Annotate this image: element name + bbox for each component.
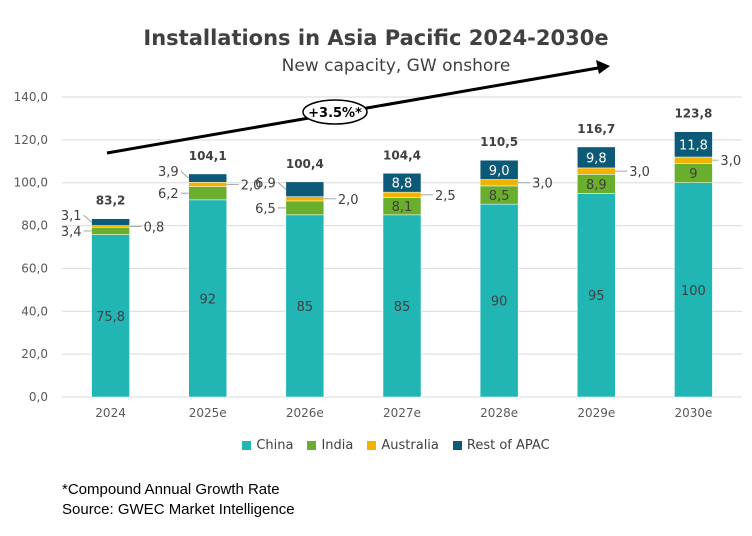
- x-tick-label: 2029e: [577, 406, 615, 420]
- legend-swatch: [307, 441, 317, 450]
- chart-subtitle: New capacity, GW onshore: [281, 56, 511, 76]
- data-label: 85: [297, 300, 314, 315]
- chart-title: Installations in Asia Pacific 2024-2030e: [143, 26, 609, 50]
- x-tick-label: 2027e: [383, 406, 421, 420]
- y-tick-label: 80,0: [21, 219, 48, 233]
- data-label: 6,2: [158, 187, 179, 202]
- total-label: 116,7: [577, 122, 615, 136]
- bar-australia: [285, 196, 325, 202]
- bar-china: [91, 234, 130, 398]
- legend-item-india: India: [307, 438, 353, 453]
- bar-india: [91, 227, 130, 235]
- cagr-footnote: *Compound Annual Growth Rate: [62, 481, 280, 498]
- y-tick-label: 140,0: [14, 90, 48, 104]
- data-label: 0,8: [144, 220, 165, 235]
- y-tick-label: 60,0: [21, 261, 48, 275]
- bar-rest-of-apac: [577, 146, 616, 169]
- cagr-label: +3.5%*: [308, 106, 362, 121]
- data-label: 3,1: [61, 209, 82, 224]
- data-label: 75,8: [96, 310, 125, 325]
- y-tick-label: 20,0: [21, 347, 48, 361]
- arrow-head-icon: [596, 60, 610, 74]
- data-label: 8,5: [489, 189, 510, 204]
- legend-label: China: [256, 438, 294, 453]
- bar-australia: [577, 167, 616, 175]
- data-label: 3,4: [61, 225, 82, 240]
- bar-india: [188, 186, 227, 201]
- leader-line: [277, 181, 287, 190]
- data-label: 9,8: [586, 151, 607, 166]
- bar-australia: [674, 156, 713, 164]
- legend-label: Rest of APAC: [466, 438, 550, 453]
- data-label: 9: [689, 167, 697, 182]
- total-label: 104,4: [383, 148, 421, 162]
- data-label: 8,1: [392, 200, 413, 215]
- footnotes: *Compound Annual Growth Rate Source: GWE…: [62, 480, 295, 520]
- data-label: 3,0: [629, 165, 650, 180]
- legend-swatch: [452, 441, 462, 450]
- legend: China India Australia Rest of APAC: [0, 438, 752, 453]
- bar-china: [479, 203, 519, 398]
- leader-line: [180, 170, 190, 179]
- data-label: 2,5: [435, 189, 456, 204]
- total-label: 110,5: [480, 135, 518, 149]
- bar-rest-of-apac: [479, 159, 519, 180]
- data-label: 8,9: [586, 178, 607, 193]
- x-tick-label: 2028e: [480, 406, 518, 420]
- bar-australia: [479, 179, 519, 187]
- data-label: 3,0: [532, 177, 553, 192]
- x-tick-label: 2024: [95, 406, 126, 420]
- data-label: 2,0: [338, 193, 359, 208]
- bar-rest-of-apac: [382, 173, 422, 193]
- cagr-bubble: [302, 99, 368, 125]
- total-label: 123,8: [674, 107, 712, 121]
- legend-item-china: China: [242, 438, 293, 453]
- bar-australia: [91, 225, 130, 228]
- legend-label: Australia: [381, 438, 439, 453]
- data-label: 6,9: [255, 176, 276, 191]
- legend-item-rest-of-apac: Rest of APAC: [452, 438, 550, 453]
- data-label: 3,0: [720, 154, 741, 169]
- data-label: 8,8: [392, 177, 413, 192]
- x-tick-label: 2025e: [189, 406, 227, 420]
- data-label: 100: [681, 284, 706, 299]
- data-label: 90: [491, 295, 508, 310]
- legend-item-australia: Australia: [367, 438, 439, 453]
- data-label: 3,9: [158, 165, 179, 180]
- source-note: Source: GWEC Market Intelligence: [62, 501, 295, 518]
- data-label: 11,8: [679, 138, 708, 153]
- data-label: 2,0: [241, 178, 262, 193]
- y-tick-label: 100,0: [14, 176, 48, 190]
- data-label: 95: [588, 289, 605, 304]
- x-tick-label: 2030e: [674, 406, 712, 420]
- bar-india: [285, 200, 325, 216]
- data-label: 9,0: [489, 164, 510, 179]
- legend-swatch: [242, 441, 252, 450]
- bar-australia: [188, 182, 227, 187]
- bar-rest-of-apac: [674, 131, 713, 158]
- bar-rest-of-apac: [188, 173, 227, 183]
- bar-china: [382, 214, 422, 398]
- legend-swatch: [367, 441, 377, 450]
- total-label: 83,2: [96, 194, 126, 208]
- data-label: 92: [199, 292, 216, 307]
- bar-china: [674, 182, 713, 398]
- y-tick-label: 0,0: [29, 390, 48, 404]
- y-tick-label: 40,0: [21, 304, 48, 318]
- bar-australia: [382, 191, 422, 198]
- leader-line: [83, 214, 92, 223]
- bar-rest-of-apac: [285, 181, 325, 197]
- bar-china: [285, 214, 325, 398]
- legend-label: India: [321, 438, 354, 453]
- total-label: 104,1: [189, 149, 227, 163]
- data-label: 6,5: [255, 202, 276, 217]
- total-label: 100,4: [286, 157, 324, 171]
- bar-china: [577, 193, 616, 398]
- y-tick-label: 120,0: [14, 133, 48, 147]
- bar-rest-of-apac: [91, 218, 130, 226]
- data-label: 85: [394, 300, 411, 315]
- x-tick-label: 2026e: [286, 406, 324, 420]
